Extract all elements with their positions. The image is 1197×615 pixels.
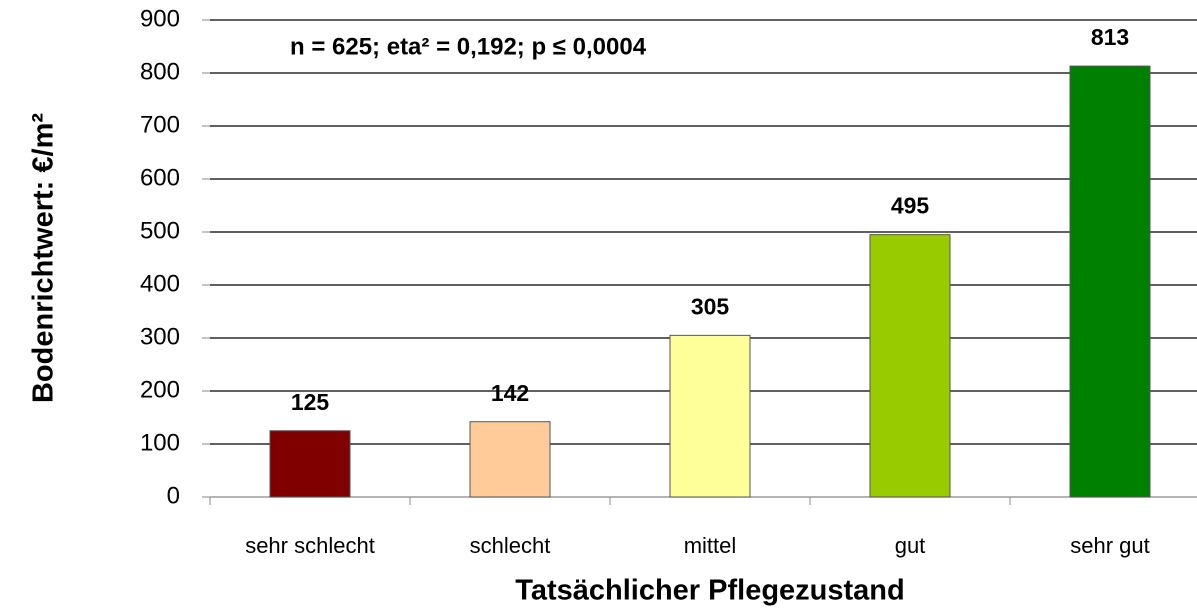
x-tick-label: sehr schlecht [245,533,375,558]
y-tick-label: 900 [140,5,180,32]
y-tick-label: 300 [140,323,180,350]
y-axis-title: Bodenrichtwert: €/m² [28,113,60,403]
x-tick-label: schlecht [470,533,551,558]
data-label: 495 [891,193,930,219]
bar [469,421,551,498]
y-tick-label: 400 [140,270,180,297]
y-tick-label: 500 [140,217,180,244]
x-tick-label: mittel [684,533,737,558]
y-tick-label: 200 [140,376,180,403]
bar [269,430,351,498]
y-tick-label: 800 [140,58,180,85]
data-label: 305 [691,293,730,319]
y-tick-label: 700 [140,111,180,138]
y-tick-label: 600 [140,164,180,191]
x-tick-label: gut [895,533,926,558]
data-label: 813 [1091,24,1129,50]
x-axis-title: Tatsächlicher Pflegezustand [515,575,904,607]
y-tick-label: 0 [167,482,180,509]
bar [669,334,751,498]
y-tick-label: 100 [140,429,180,456]
annotation: n = 625; eta² = 0,192; p ≤ 0,0004 [290,33,647,60]
bar [1069,65,1151,498]
data-label: 125 [291,389,330,415]
bar [869,234,951,498]
x-tick-label: sehr gut [1070,533,1150,558]
data-label: 142 [491,380,529,406]
